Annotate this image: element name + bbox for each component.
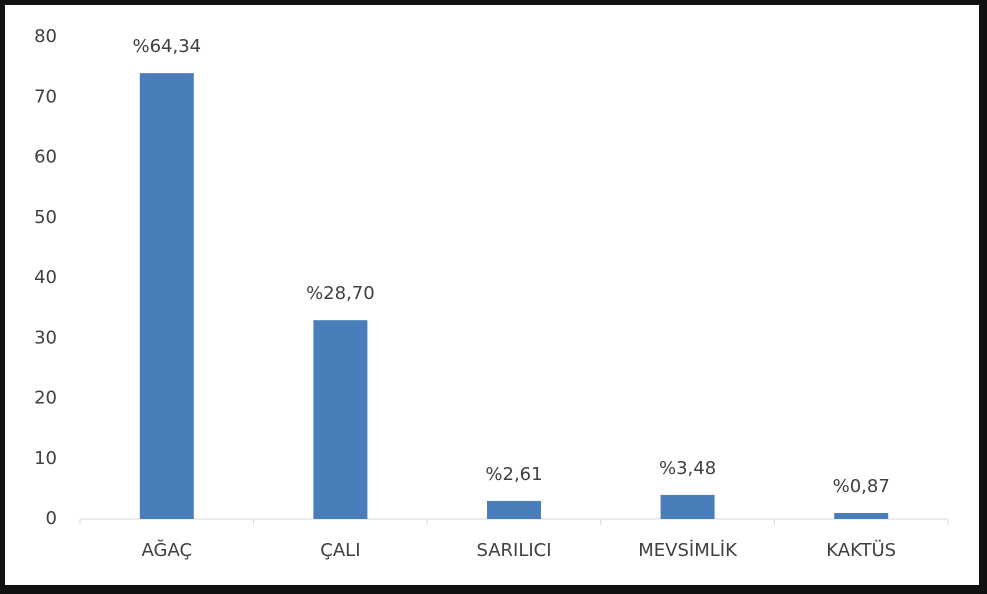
bar [313,320,368,519]
bar [834,512,889,519]
y-tick-label: 80 [34,26,57,47]
bar [139,73,194,520]
y-tick-label: 70 [34,86,57,107]
bar [660,494,715,519]
y-tick-label: 0 [46,508,57,529]
x-tick-label: KAKTÜS [826,539,896,561]
y-tick-label: 60 [34,147,57,168]
y-tick-label: 30 [34,327,57,348]
x-tick-label: ÇALI [320,540,360,561]
y-tick-label: 40 [34,267,57,288]
y-tick-label: 50 [34,207,57,228]
y-tick-label: 10 [34,448,57,469]
data-label: %0,87 [833,476,890,497]
x-tick-label: AĞAÇ [142,539,193,561]
data-label: %64,34 [132,36,201,57]
bar [487,500,541,519]
x-tick-label: MEVSİMLİK [638,540,738,561]
y-tick-label: 20 [34,388,57,409]
x-tick-label: SARILICI [476,540,551,561]
data-label: %2,61 [485,464,542,485]
data-label: %3,48 [659,458,716,479]
data-label: %28,70 [306,283,375,304]
